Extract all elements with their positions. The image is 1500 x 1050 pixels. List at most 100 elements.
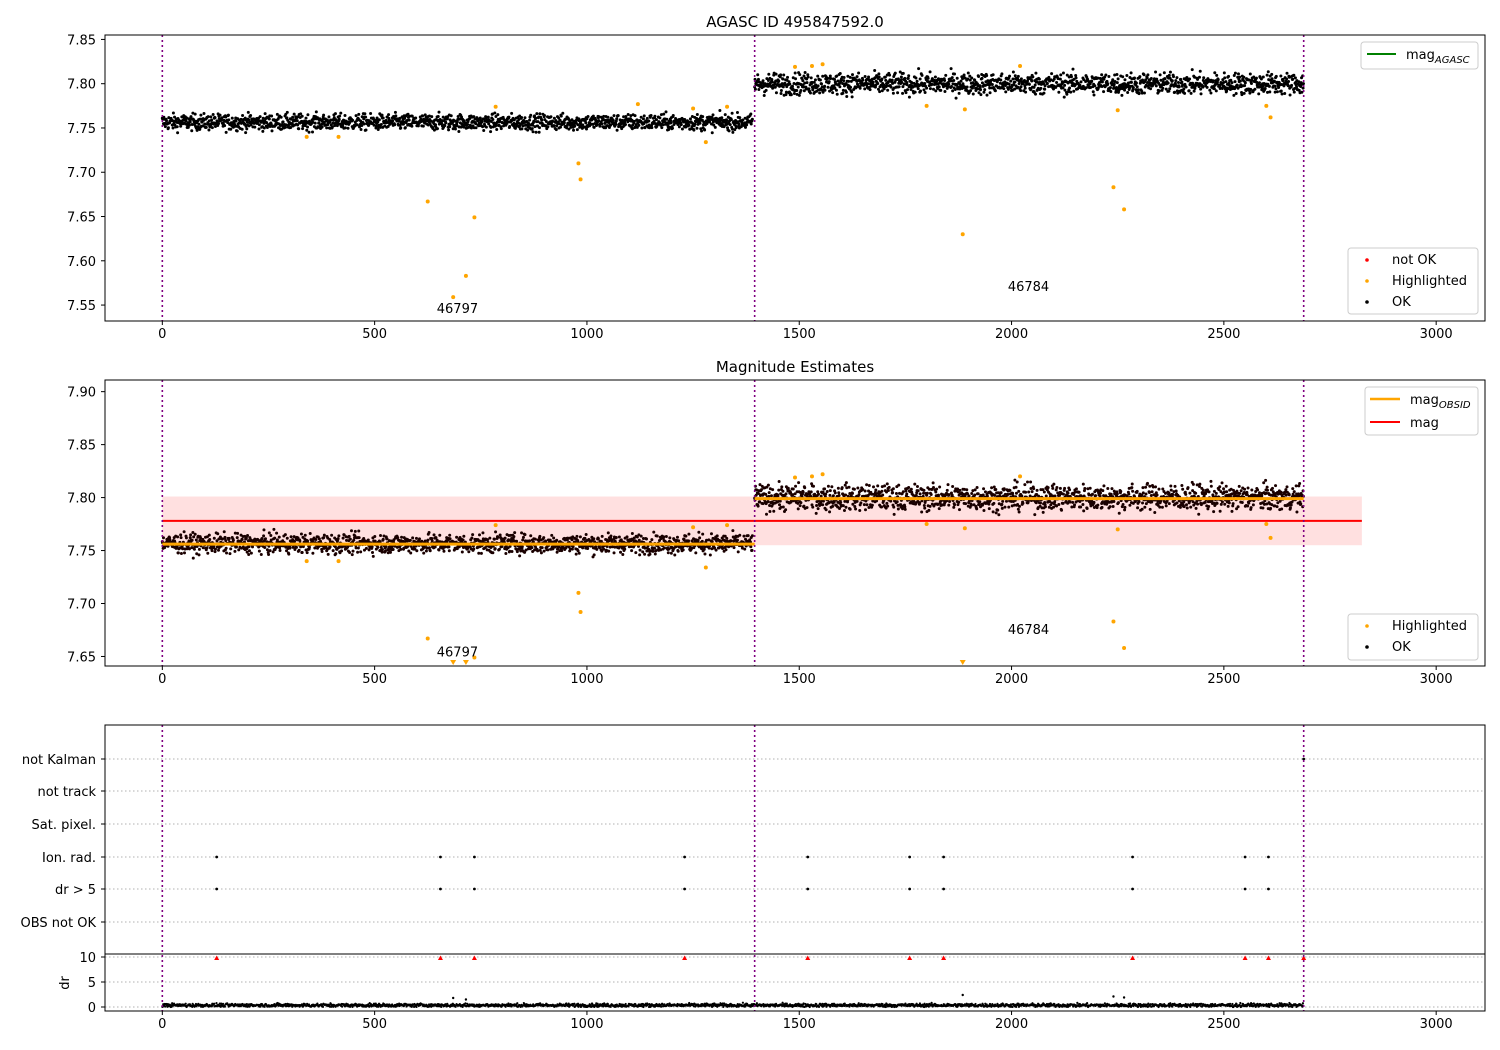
ok-point (288, 546, 292, 550)
ok-point (338, 114, 342, 118)
ok-point (676, 549, 680, 553)
ok-point (802, 89, 806, 93)
ok-point (486, 115, 490, 119)
ok-point (606, 115, 610, 119)
ok-point (709, 122, 713, 126)
legend-ok-label: OK (1392, 295, 1411, 310)
ok-point (510, 549, 514, 553)
ok-point (528, 118, 532, 122)
ok-point (235, 536, 239, 540)
ok-point (565, 123, 569, 127)
ok-point (729, 118, 733, 122)
ok-point (512, 118, 516, 122)
ok-point (341, 536, 345, 540)
ok-point (826, 85, 830, 89)
ok-point (720, 116, 724, 120)
ok-point (272, 527, 276, 531)
ok-point (1069, 75, 1073, 79)
ok-point (199, 113, 203, 117)
ok-point (937, 85, 941, 89)
ok-point (197, 553, 201, 557)
ok-point (865, 503, 869, 507)
ok-point (1055, 80, 1059, 84)
ok-point (560, 549, 564, 553)
ok-point (777, 479, 781, 483)
ok-point (1134, 81, 1138, 85)
ok-point (892, 512, 896, 516)
ok-point (703, 128, 707, 132)
ok-point (809, 76, 813, 80)
ok-point (586, 114, 590, 118)
ok-point (714, 548, 718, 552)
ok-point (498, 119, 502, 123)
ok-point (210, 549, 214, 553)
ok-point (669, 119, 673, 123)
ok-point (855, 79, 859, 83)
ok-point (823, 487, 827, 491)
ok-point (328, 545, 332, 549)
ok-point (1071, 67, 1075, 71)
ok-point (559, 114, 563, 118)
ok-point (1180, 80, 1184, 84)
ok-point (618, 118, 622, 122)
ok-point (841, 504, 845, 508)
ok-point (176, 551, 180, 555)
ok-point (393, 110, 397, 114)
ok-point (914, 76, 918, 80)
highlighted-point (924, 103, 929, 108)
ok-point (878, 90, 882, 94)
ok-point (489, 125, 493, 129)
ok-point (737, 122, 741, 126)
ok-point (472, 115, 476, 119)
ok-point (1074, 76, 1078, 80)
ok-point (731, 130, 735, 134)
ok-point (414, 536, 418, 540)
ok-point (247, 118, 251, 122)
ok-point (814, 511, 818, 515)
ok-point (743, 125, 747, 129)
ok-point (372, 123, 376, 127)
ok-point (710, 131, 714, 135)
ok-point (508, 125, 512, 129)
ok-point (786, 486, 790, 490)
ok-point (1270, 77, 1274, 81)
highlighted-point (1122, 207, 1127, 212)
ok-point (1288, 93, 1292, 97)
ok-point (922, 88, 926, 92)
ok-point (237, 548, 241, 552)
ok-point (257, 123, 261, 127)
ok-point (619, 550, 623, 554)
ok-point (426, 538, 430, 542)
ok-point (734, 126, 738, 130)
ok-point (805, 506, 809, 510)
ok-point (1224, 80, 1228, 84)
ok-point (223, 535, 227, 539)
ok-point (510, 111, 514, 115)
ok-point (886, 504, 890, 508)
ok-point (664, 110, 668, 114)
ok-point (584, 533, 588, 537)
ok-point (279, 115, 283, 119)
ok-point (462, 119, 466, 123)
x-tick-label: 2500 (1207, 327, 1240, 342)
ok-point (424, 549, 428, 553)
legend-highlighted-label: Highlighted (1392, 274, 1467, 289)
ok-point (320, 549, 324, 553)
ok-point (530, 127, 534, 131)
ok-point (1223, 76, 1227, 80)
ok-point (980, 76, 984, 80)
ok-point (211, 113, 215, 117)
ok-point (729, 539, 733, 543)
ok-point (710, 115, 714, 119)
ok-point (327, 115, 331, 119)
ok-point (494, 123, 498, 127)
ok-point (381, 537, 385, 541)
ok-point (876, 87, 880, 91)
ok-point (295, 119, 299, 123)
ok-point (359, 127, 363, 131)
ok-point (307, 119, 311, 123)
ok-point (665, 117, 669, 121)
ok-point (296, 123, 300, 127)
ok-point (818, 91, 822, 95)
ok-point (687, 123, 691, 127)
